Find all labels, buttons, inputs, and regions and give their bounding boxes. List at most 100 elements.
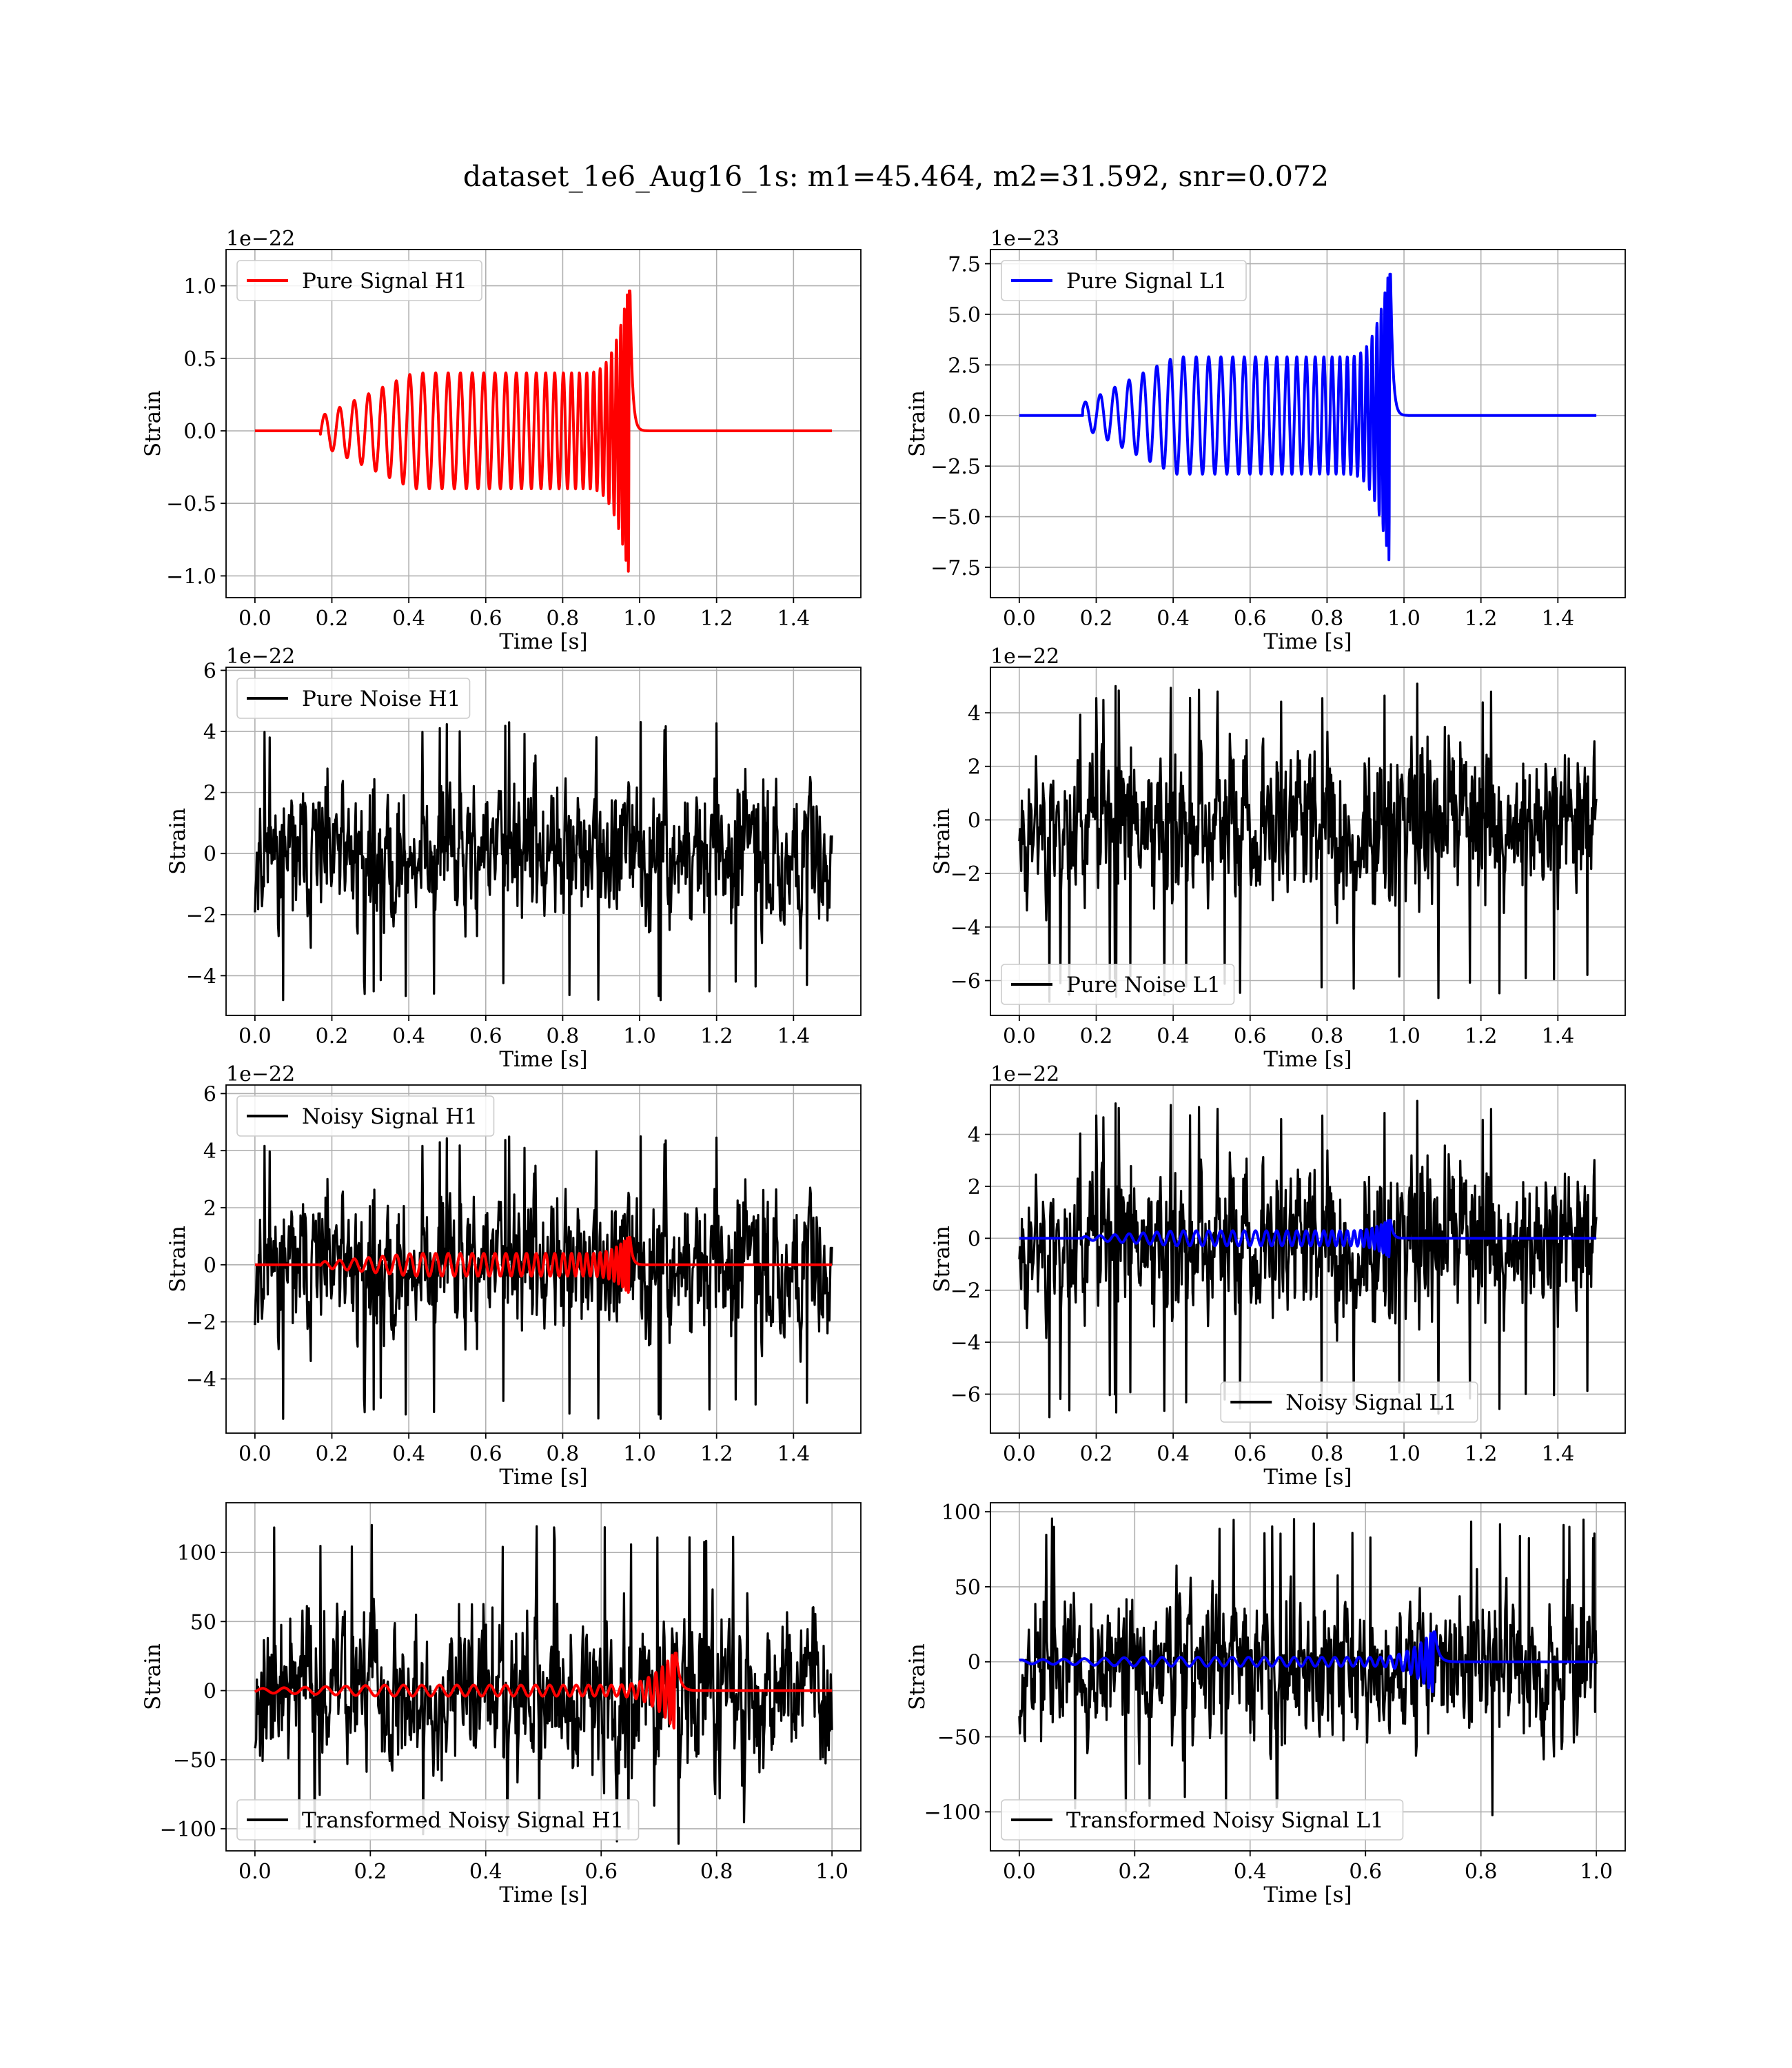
pure-noise-h1-line (254, 721, 833, 1002)
legend-box (1001, 260, 1247, 301)
y-tick-label: 0 (968, 1651, 981, 1675)
legend-box (236, 1095, 495, 1137)
subplot-4: 0.0 0.2 0.4 0.6 0.8 1.0 1.2 1.4 4 2 0 −2 −4 −6 Time [s… (930, 645, 1626, 1072)
y-tick-label: −4 (186, 964, 216, 989)
x-tick-label: 0.6 (469, 607, 502, 631)
x-tick-label: 0.2 (1080, 607, 1113, 631)
x-axis-label: Time [s] (1263, 1047, 1352, 1072)
figure-title: dataset_1e6_Aug16_1s: m1=45.464, m2=31.5… (463, 160, 1329, 193)
legend-box (236, 1799, 640, 1841)
transformed-noisy-signal-l1-line (1018, 1517, 1598, 1816)
y-tick-label: 7.5 (948, 253, 981, 277)
plot-area (1018, 1099, 1598, 1419)
x-tick-label: 1.0 (623, 1024, 656, 1048)
y-tick-label: 0 (203, 1680, 216, 1704)
offset-text: 1e−22 (990, 1062, 1059, 1086)
x-tick-label: 0.8 (1465, 1860, 1498, 1884)
x-axis-label: Time [s] (499, 1047, 587, 1072)
x-axis-label: Time [s] (1263, 1883, 1352, 1907)
axes-frame (225, 667, 862, 1016)
x-tick-label: 1.2 (700, 607, 733, 631)
y-tick-label: −1.0 (166, 565, 216, 589)
overlay-signal-line (254, 1652, 833, 1730)
legend-box (1220, 1381, 1478, 1423)
x-tick-label: 0.0 (1003, 1024, 1036, 1048)
plot-area (1018, 1517, 1598, 1816)
y-axis-label: Strain (165, 1226, 190, 1292)
y-tick-label: 2.5 (948, 354, 981, 378)
axes-frame (990, 667, 1626, 1016)
x-tick-label: 0.0 (238, 607, 272, 631)
y-tick-label: 6 (203, 1082, 216, 1106)
y-tick-label: −2 (950, 862, 981, 886)
pure-signal-l1-line (1018, 272, 1598, 562)
x-tick-label: 0.4 (392, 1024, 425, 1048)
y-tick-label: −4 (950, 916, 981, 940)
transformed-noisy-signal-h1-line (254, 1523, 833, 1845)
plot-area (254, 290, 833, 573)
x-axis-label: Time [s] (499, 1465, 587, 1490)
y-tick-label: −50 (173, 1749, 216, 1773)
offset-text: 1e−22 (226, 227, 295, 251)
y-tick-label: 0 (968, 809, 981, 833)
y-tick-label: 4 (203, 720, 216, 744)
y-tick-label: −50 (937, 1726, 981, 1750)
y-axis-label: Strain (165, 808, 190, 875)
legend: Transformed Noisy Signal L1 (1001, 1799, 1404, 1841)
legend-label: Noisy Signal H1 (302, 1104, 478, 1129)
y-tick-label: 100 (941, 1501, 981, 1525)
legend: Noisy Signal H1 (236, 1095, 495, 1137)
axes-frame (225, 249, 862, 598)
y-tick-label: 0.0 (183, 420, 216, 444)
y-tick-label: −100 (160, 1818, 216, 1842)
x-tick-label: 0.6 (1349, 1860, 1382, 1884)
y-tick-label: 2 (203, 1197, 216, 1221)
y-tick-label: 2 (968, 756, 981, 780)
x-tick-label: 0.4 (1157, 1442, 1190, 1466)
x-tick-label: 0.2 (316, 607, 349, 631)
overlay-signal-line (1018, 1630, 1598, 1694)
axes-frame (990, 1084, 1626, 1434)
x-tick-label: 1.2 (1465, 607, 1498, 631)
legend-label: Noisy Signal L1 (1285, 1390, 1457, 1415)
legend-label: Pure Noise H1 (302, 687, 460, 711)
offset-text: 1e−22 (226, 1062, 295, 1086)
legend-label: Transformed Noisy Signal H1 (302, 1808, 624, 1833)
x-tick-label: 0.8 (547, 607, 580, 631)
y-tick-label: 5.0 (948, 303, 981, 327)
x-tick-label: 0.4 (392, 607, 425, 631)
plot-area (1018, 682, 1598, 1003)
axes-frame (225, 1084, 862, 1434)
subplot-7: 0.0 0.2 0.4 0.6 0.8 1.0 100 50 0 −50 −100 Time [s] S… (141, 1502, 862, 1907)
plot-area (254, 1135, 833, 1420)
x-tick-label: 0.6 (1234, 1024, 1267, 1048)
offset-text: 1e−23 (990, 227, 1059, 251)
noisy-signal-l1-line (1018, 1099, 1598, 1419)
x-tick-label: 0.0 (238, 1442, 272, 1466)
x-tick-label: 0.8 (1311, 1442, 1344, 1466)
y-tick-label: 2 (203, 782, 216, 806)
y-axis-label: Strain (905, 390, 930, 457)
x-tick-label: 0.6 (469, 1024, 502, 1048)
x-tick-label: 1.0 (1387, 607, 1421, 631)
legend: Noisy Signal L1 (1220, 1381, 1478, 1423)
x-tick-label: 0.2 (1118, 1860, 1151, 1884)
pure-noise-l1-line (1018, 682, 1598, 1003)
x-tick-label: 1.0 (1580, 1860, 1613, 1884)
x-tick-label: 0.8 (1311, 607, 1344, 631)
x-tick-label: 0.0 (1003, 1860, 1036, 1884)
x-tick-label: 0.4 (1157, 607, 1190, 631)
y-tick-label: −0.5 (166, 492, 216, 516)
y-axis-label: Strain (930, 808, 955, 875)
x-axis-label: Time [s] (1263, 1465, 1352, 1490)
subplot-8: 0.0 0.2 0.4 0.6 0.8 1.0 100 50 0 −50 −100 Time [s] S… (905, 1501, 1626, 1907)
axes-frame (990, 1502, 1626, 1852)
y-tick-label: −2 (186, 1311, 216, 1335)
x-tick-label: 0.0 (238, 1024, 272, 1048)
y-tick-label: −100 (924, 1801, 981, 1825)
x-tick-label: 1.4 (1541, 607, 1574, 631)
y-tick-label: −5.0 (930, 506, 981, 530)
x-tick-label: 1.4 (777, 1024, 810, 1048)
subplot-5: 0.0 0.2 0.4 0.6 0.8 1.0 1.2 1.4 6 4 2 0 −2 −4 Time [s]… (165, 1062, 862, 1490)
